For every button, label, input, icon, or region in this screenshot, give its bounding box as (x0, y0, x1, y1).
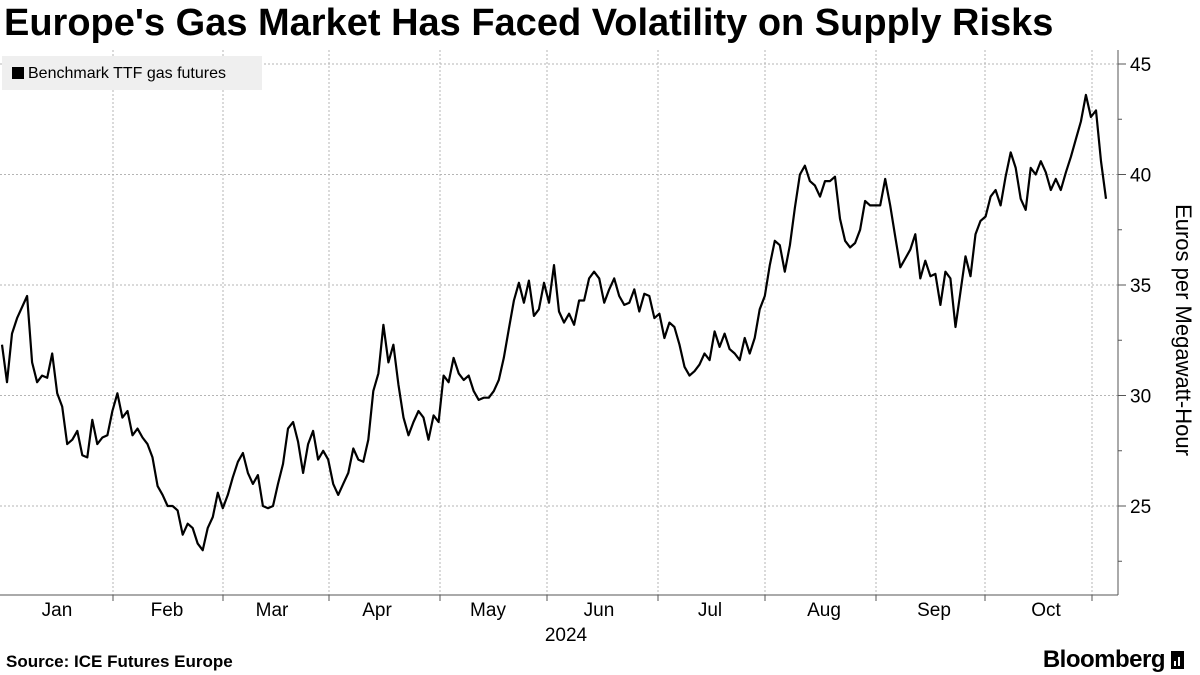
series-line-ttf (0, 93, 1108, 552)
x-tick-label-aug: Aug (807, 600, 841, 621)
legend-background (2, 56, 262, 90)
axis-ticks (112, 63, 1126, 601)
legend-label: Benchmark TTF gas futures (28, 65, 226, 82)
y-axis-title: Euros per Megawatt-Hour (1171, 204, 1196, 456)
x-tick-label-sep: Sep (917, 600, 951, 621)
y-tick-label: 25 (1130, 497, 1151, 518)
chart-title: Europe's Gas Market Has Faced Volatility… (4, 2, 1054, 44)
brand-name: Bloomberg (1042, 646, 1166, 673)
y-tick-label: 45 (1130, 55, 1151, 76)
y-tick-label: 40 (1130, 166, 1151, 187)
x-tick-label-oct: Oct (1031, 600, 1061, 621)
x-tick-label-feb: Feb (151, 600, 184, 621)
x-tick-label-mar: Mar (256, 600, 289, 621)
bloomberg-bars-icon (1171, 651, 1184, 669)
source-note: Source: ICE Futures Europe (6, 652, 233, 671)
legend-swatch (12, 67, 24, 79)
x-tick-label-apr: Apr (362, 600, 392, 621)
bloomberg-logo: Bloomberg (1043, 646, 1184, 674)
legend: Benchmark TTF gas futures (2, 56, 262, 90)
x-tick-labels: Jan Feb Mar Apr May Jun Jul Aug Sep Oct (42, 600, 1062, 621)
y-tick-label: 35 (1130, 276, 1151, 297)
y-tick-label: 30 (1130, 387, 1151, 408)
y-tick-labels: 25 30 35 40 45 (1130, 55, 1151, 518)
x-tick-label-jul: Jul (698, 600, 722, 621)
x-tick-label-may: May (470, 600, 506, 621)
x-tick-label-jan: Jan (42, 600, 73, 621)
x-tick-label-jun: Jun (584, 600, 615, 621)
vertical-gridlines (112, 50, 1093, 595)
x-axis-year-label: 2024 (545, 625, 588, 646)
